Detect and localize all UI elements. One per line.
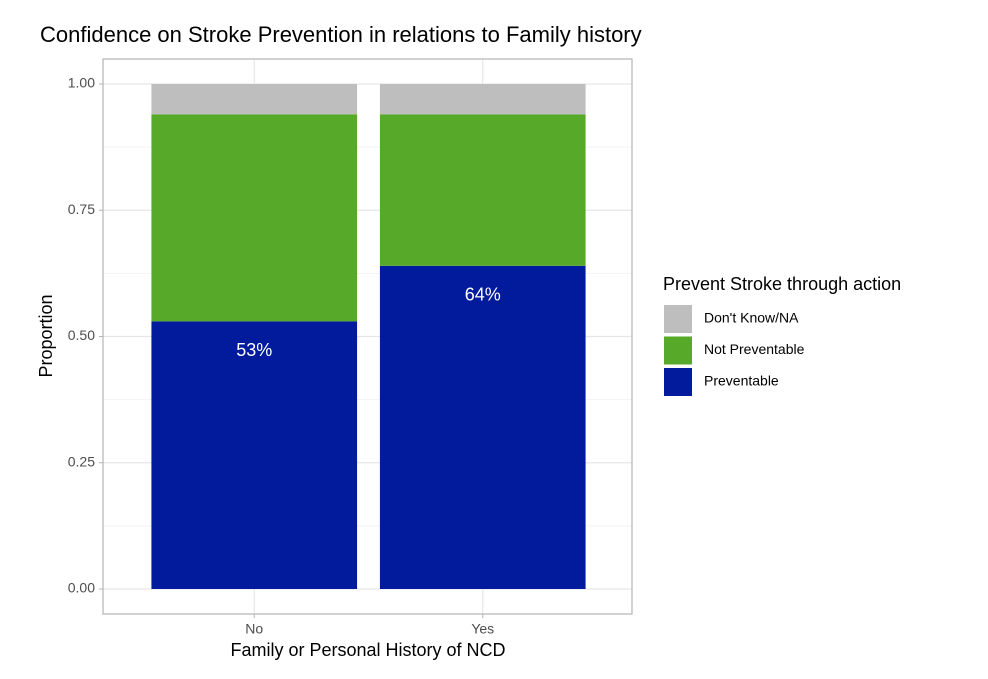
bar-segment xyxy=(379,265,586,589)
y-axis-label: Proportion xyxy=(36,294,56,377)
bar-segment xyxy=(151,321,358,589)
y-tick-label: 0.75 xyxy=(68,201,95,217)
legend-label: Preventable xyxy=(704,373,779,389)
x-axis-label: Family or Personal History of NCD xyxy=(230,640,505,660)
legend-label: Not Preventable xyxy=(704,341,805,357)
legend-key xyxy=(664,368,692,396)
data-label: 64% xyxy=(465,285,501,305)
y-tick-label: 0.50 xyxy=(68,327,95,343)
x-tick-label: No xyxy=(245,621,263,637)
legend-key xyxy=(664,305,692,333)
bar-segment xyxy=(151,114,358,322)
legend-label: Don't Know/NA xyxy=(704,310,799,326)
y-tick-label: 0.00 xyxy=(68,580,95,596)
bar-segment xyxy=(151,84,358,115)
x-tick-label: Yes xyxy=(471,621,494,637)
bar-segment xyxy=(379,114,586,266)
y-tick-label: 1.00 xyxy=(68,75,95,91)
panel-border xyxy=(102,58,633,615)
y-tick-label: 0.25 xyxy=(68,453,95,469)
legend-key xyxy=(664,336,692,365)
bar-segment xyxy=(379,84,586,115)
data-label: 53% xyxy=(236,340,272,360)
legend-title: Prevent Stroke through action xyxy=(663,274,901,294)
chart-title: Confidence on Stroke Prevention in relat… xyxy=(40,22,642,47)
